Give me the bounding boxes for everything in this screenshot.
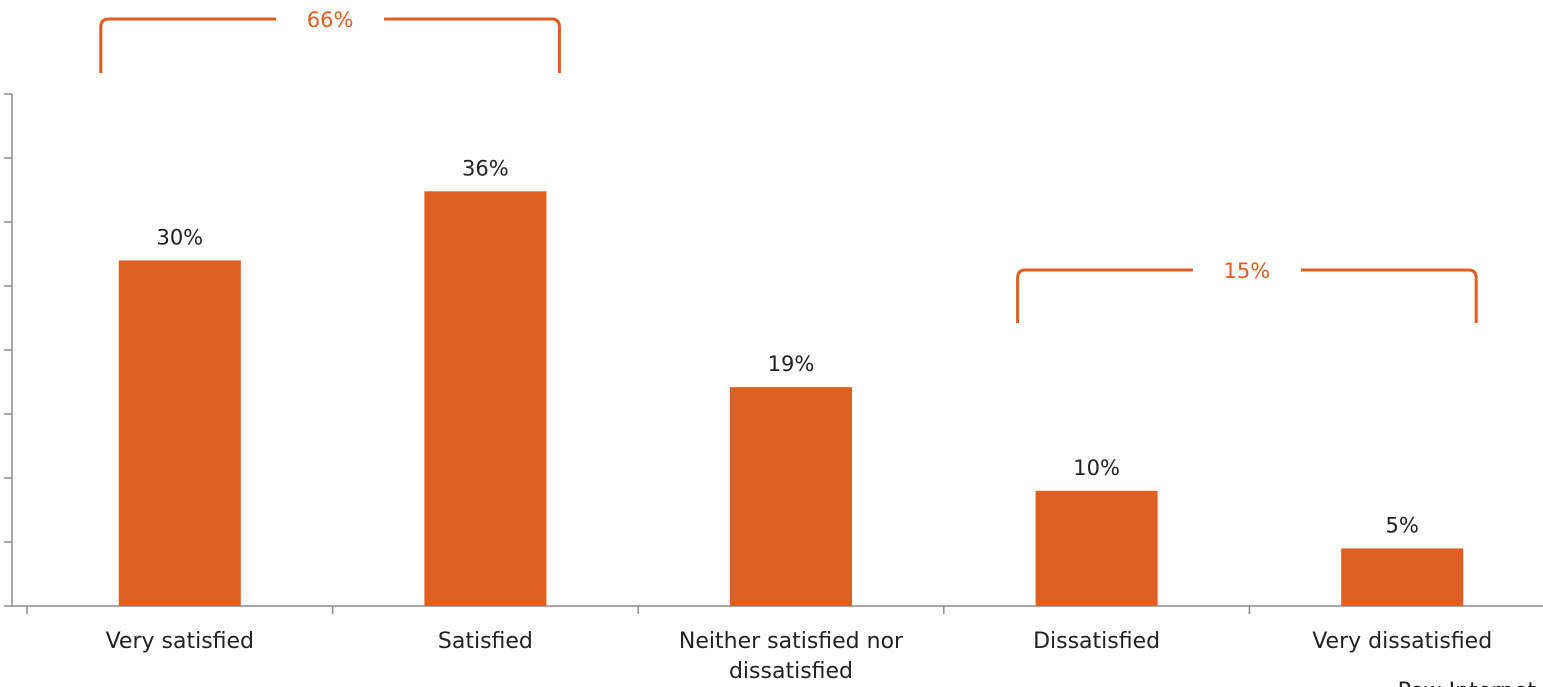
bracket-right-arm xyxy=(384,17,561,73)
bracket-label: 15% xyxy=(1224,259,1271,283)
x-axis xyxy=(12,605,1543,614)
bracket-left-arm xyxy=(1016,268,1193,323)
bar xyxy=(1341,548,1464,606)
category-labels: Very satisfied Satisfied Neither satisfied… xyxy=(106,629,1493,684)
category-label: Dissatisfied xyxy=(1033,629,1160,654)
y-axis xyxy=(4,93,13,607)
footnote: Pew Internet xyxy=(1398,679,1537,687)
bracket-label: 66% xyxy=(307,8,354,32)
data-label: 36% xyxy=(462,156,509,180)
bracket-left-arm xyxy=(99,17,277,73)
bar xyxy=(730,387,852,606)
category-label: Satisfied xyxy=(438,629,533,654)
bar xyxy=(424,191,547,606)
bar xyxy=(1035,490,1158,606)
data-label: 5% xyxy=(1386,513,1419,537)
group-brackets: 66% 15% xyxy=(99,8,1478,323)
category-label: Very satisfied xyxy=(106,629,254,654)
data-label: 19% xyxy=(768,352,815,376)
category-label: Neither satisfied nor dissatisfied xyxy=(679,629,904,684)
bars xyxy=(118,191,1464,606)
data-labels: 30% 36% 19% 10% 5% xyxy=(156,156,1418,537)
bar xyxy=(118,260,241,606)
data-label: 30% xyxy=(156,225,203,249)
category-label: Very dissatisfied xyxy=(1312,629,1492,654)
bracket-right-arm xyxy=(1300,268,1478,323)
data-label: 10% xyxy=(1073,456,1120,480)
